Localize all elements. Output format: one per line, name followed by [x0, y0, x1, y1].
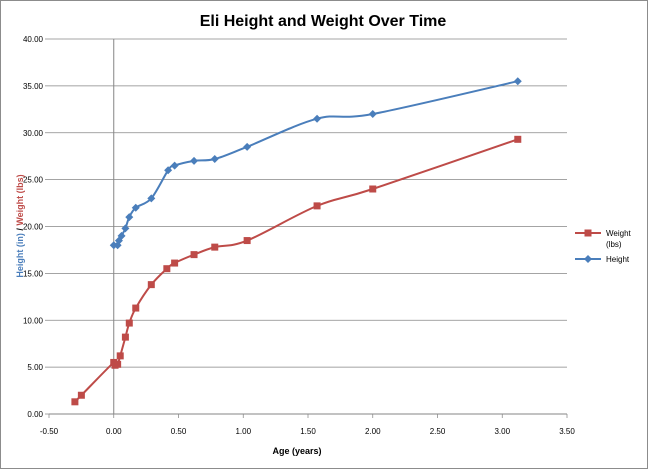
data-point-weight-lbs	[77, 391, 85, 399]
x-tick-label: 2.00	[365, 427, 381, 436]
x-tick-label: 1.50	[300, 427, 316, 436]
data-point-height	[243, 142, 252, 151]
data-point-height	[131, 203, 140, 212]
data-point-height	[368, 110, 377, 118]
y-tick-label: 35.00	[23, 82, 44, 91]
data-point-height	[210, 155, 219, 163]
y-tick-label: 30.00	[23, 129, 44, 138]
data-point-weight-lbs	[116, 352, 124, 360]
data-point-weight-lbs	[211, 243, 219, 251]
data-point-weight-lbs	[313, 202, 321, 210]
y-tick-label: 20.00	[23, 223, 44, 232]
data-point-weight-lbs	[514, 135, 522, 143]
x-tick-label: 1.00	[235, 427, 251, 436]
x-tick-label: -0.50	[40, 427, 59, 436]
data-point-height	[513, 77, 522, 86]
series-height	[109, 77, 522, 250]
data-point-height	[164, 166, 173, 175]
data-point-weight-lbs	[114, 360, 122, 368]
data-point-weight-lbs	[243, 237, 251, 245]
chart-title: Eli Height and Weight Over Time	[200, 13, 447, 30]
x-tick-label: 0.00	[106, 427, 122, 436]
legend: Weight (lbs) Height	[575, 229, 632, 264]
data-point-weight-lbs	[190, 251, 198, 259]
data-point-weight-lbs	[71, 398, 79, 406]
legend-label-weight-lbs: Weight	[606, 229, 632, 238]
legend-marker-weight-lbs	[584, 229, 592, 237]
data-point-height	[125, 213, 134, 222]
legend-label-weight-lbs: (lbs)	[606, 240, 622, 249]
y-axis-label-slash: /	[15, 226, 25, 234]
x-tick-label: 3.00	[494, 427, 510, 436]
data-point-weight-lbs	[163, 265, 171, 273]
y-axis-label-height: Height (in)	[15, 233, 25, 278]
data-point-weight-lbs	[132, 304, 140, 312]
data-point-height	[121, 224, 130, 233]
data-point-weight-lbs	[125, 319, 133, 327]
y-tick-label: 25.00	[23, 176, 44, 185]
y-axis-label-weight: Weight (lbs)	[15, 174, 25, 225]
data-point-height	[117, 231, 126, 240]
x-axis-label: Age (years)	[272, 446, 321, 456]
x-tick-label: 2.50	[430, 427, 446, 436]
tick-labels: 0.00 5.00 10.00 15.00 20.00 25.00 30.00 35.00 40…	[23, 35, 575, 436]
y-tick-label: 15.00	[23, 269, 44, 278]
gridlines	[49, 38, 567, 368]
axes	[45, 38, 568, 418]
series-weight-lbs	[71, 135, 522, 406]
x-tick-label: 0.50	[171, 427, 187, 436]
x-tick-label: 3.50	[559, 427, 575, 436]
y-tick-label: 5.00	[27, 363, 43, 372]
data-point-height	[313, 114, 322, 123]
series-layer	[71, 77, 522, 406]
y-axis-label: Height (in) / Weight (lbs)	[15, 174, 25, 277]
y-tick-label: 10.00	[23, 316, 44, 325]
data-point-height	[147, 194, 156, 203]
data-point-weight-lbs	[171, 259, 179, 267]
y-tick-label: 40.00	[23, 35, 44, 44]
y-tick-label: 0.00	[27, 410, 43, 419]
data-point-height	[190, 156, 199, 165]
legend-label-height: Height	[606, 255, 630, 264]
data-point-weight-lbs	[121, 333, 129, 341]
data-point-weight-lbs	[369, 185, 377, 193]
data-point-weight-lbs	[147, 281, 155, 289]
data-point-height	[170, 161, 179, 170]
legend-marker-height	[584, 255, 592, 263]
